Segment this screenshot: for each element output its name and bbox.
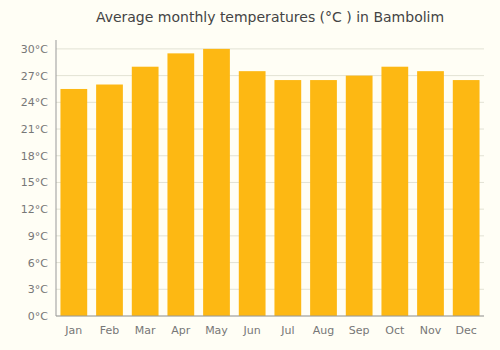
bar [60,89,87,316]
y-tick-label: 18°C [21,150,48,163]
x-tick-label: Dec [456,324,477,337]
y-tick-label: 27°C [21,70,48,83]
bar [310,80,337,316]
x-tick-label: Oct [385,324,405,337]
x-axis-line [56,316,484,317]
title: Average monthly temperatures (°C ) in Ba… [96,9,444,25]
y-tick-label: 6°C [28,257,48,270]
x-tick-label: Jun [243,324,261,337]
bar [274,80,301,316]
bar [203,49,230,316]
bar [381,67,408,316]
bar [417,71,444,316]
bars [60,49,479,316]
x-tick-label: Nov [420,324,442,337]
x-tick-label: May [205,324,228,337]
y-tick-label: 15°C [21,176,48,189]
x-tick-label: Jul [280,324,294,337]
chart: Average monthly temperatures (°C ) in Ba… [0,0,500,350]
x-tick-label: Apr [171,324,191,337]
bar [239,71,266,316]
bar [132,67,159,316]
y-tick-label: 0°C [28,310,48,323]
grid-line [56,316,484,317]
grid-line [56,48,484,49]
y-tick-label: 9°C [28,230,48,243]
bar [96,85,123,316]
y-tick-label: 30°C [21,43,48,56]
y-tick-label: 24°C [21,96,48,109]
bar [167,53,194,316]
y-tick-label: 12°C [21,203,48,216]
bar [346,76,373,316]
y-axis: 0°C 3°C 6°C 9°C 12°C 15°C 18°C 21°C 24°C 27°C 30°C [21,43,484,323]
y-tick-label: 3°C [28,283,48,296]
y-tick-label: 21°C [21,123,48,136]
x-tick-label: Aug [313,324,334,337]
x-tick-label: Sep [349,324,370,337]
x-tick-label: Mar [135,324,156,337]
x-tick-label: Feb [100,324,119,337]
bar [453,80,480,316]
x-tick-label: Jan [64,324,82,337]
x-axis: Jan Feb Mar Apr May Jun Jul Aug Sep Oct Nov Dec [64,324,476,337]
y-axis-line [56,40,57,316]
